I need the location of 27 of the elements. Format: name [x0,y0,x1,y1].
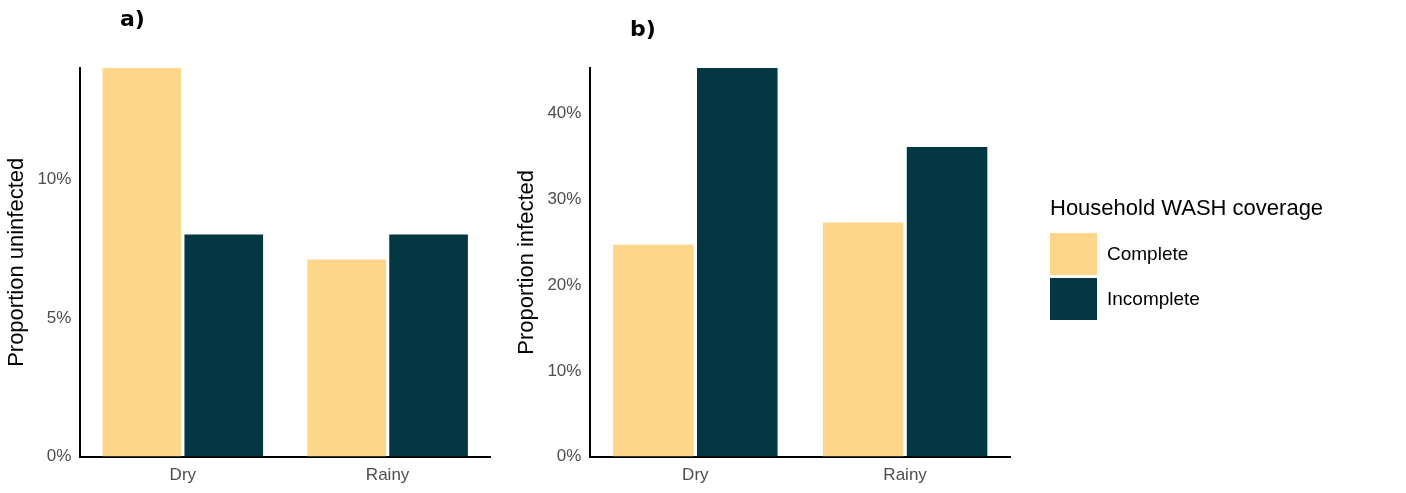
y-tick-label: 5% [46,307,72,327]
y-tick-label: 10% [547,360,582,380]
y-tick-label: 0% [556,446,582,466]
bar [102,68,182,457]
bar [307,259,386,457]
x-tick-label: Rainy [365,465,410,485]
y-tick-label: 40% [547,103,582,123]
legend-title: Household WASH coverage [1050,195,1325,221]
y-tick-label: 20% [547,274,582,294]
bar [613,244,694,457]
y-axis-title: Proportion uninfected [3,157,29,367]
y-tick-label: 30% [547,188,582,208]
legend-label: Incomplete [1107,287,1200,310]
bar [697,68,778,457]
bar [822,222,904,457]
bar [389,234,468,457]
x-tick-label: Rainy [883,465,928,485]
x-tick-label: Dry [682,465,710,485]
y-axis-title: Proportion infected [513,169,539,355]
y-tick-label: 10% [37,168,72,188]
chart-title: b) [630,16,656,41]
bar [906,146,988,457]
chart-title: a) [120,6,145,31]
y-tick-label: 0% [46,446,72,466]
x-tick-label: Dry [169,465,197,485]
bar [184,234,264,457]
legend-label: Complete [1107,242,1189,265]
